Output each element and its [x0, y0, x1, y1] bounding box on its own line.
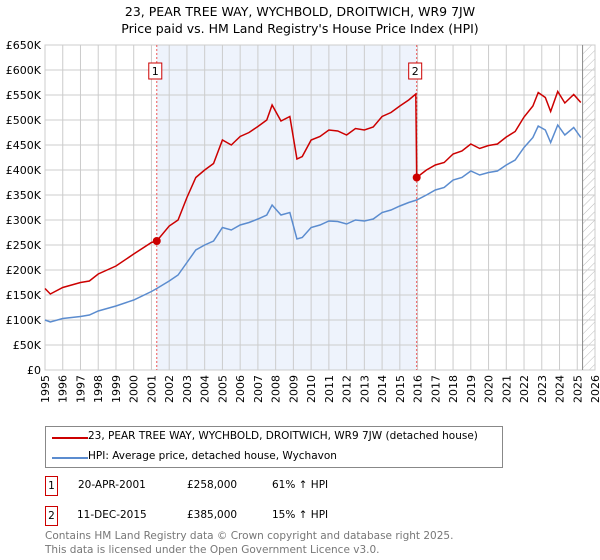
y-tick-label: £400K — [6, 164, 42, 177]
y-tick-label: £50K — [13, 339, 42, 352]
sale-price: £385,000 — [187, 509, 238, 521]
sale-date: 20-APR-2001 — [78, 479, 146, 491]
x-tick-label: 2010 — [305, 375, 318, 403]
sale-badge: 2 — [45, 506, 58, 526]
y-tick-label: £350K — [6, 189, 42, 202]
sale-label: 1 — [152, 65, 159, 78]
x-tick-label: 2015 — [394, 375, 407, 403]
x-tick-label: 1998 — [92, 375, 105, 403]
footer-licence: This data is licensed under the Open Gov… — [45, 544, 380, 556]
y-tick-label: £150K — [6, 289, 42, 302]
sale-point — [412, 173, 421, 182]
x-tick-label: 2011 — [323, 375, 336, 403]
sale-point — [152, 237, 161, 245]
plot-frame — [44, 44, 596, 371]
y-tick-label: £200K — [6, 264, 42, 277]
price-paid-line — [44, 89, 582, 295]
y-tick-label: £600K — [6, 64, 42, 77]
x-tick-label: 2020 — [483, 375, 496, 403]
sale-label-box — [148, 62, 163, 80]
footer-copyright: Contains HM Land Registry data © Crown c… — [45, 530, 454, 542]
sale-badge: 1 — [45, 476, 58, 496]
x-tick-label: 2014 — [376, 375, 389, 403]
y-tick-label: £250K — [6, 239, 42, 252]
x-tick-label: 2007 — [252, 375, 265, 403]
y-tick-label: £300K — [6, 214, 42, 227]
x-tick-label: 2016 — [412, 375, 425, 403]
x-tick-label: 2019 — [465, 375, 478, 403]
sale-label-box — [408, 62, 423, 80]
y-tick-label: £650K — [6, 39, 42, 52]
chart-title: 23, PEAR TREE WAY, WYCHBOLD, DROITWICH, … — [124, 4, 476, 19]
x-tick-label: 2005 — [216, 375, 229, 403]
x-tick-label: 2002 — [163, 375, 176, 403]
x-tick-label: 2018 — [447, 375, 460, 403]
x-tick-label: 1996 — [57, 375, 70, 403]
shaded-ownership-period — [156, 45, 417, 370]
legend: 23, PEAR TREE WAY, WYCHBOLD, DROITWICH, … — [45, 426, 503, 468]
x-tick-label: 2004 — [199, 375, 212, 403]
x-tick-label: 2017 — [429, 375, 442, 403]
x-tick-label: 2009 — [287, 375, 300, 403]
sale-hpi-note: 61% ↑ HPI — [272, 479, 329, 491]
legend-hpi: HPI: Average price, detached house, Wych… — [88, 450, 337, 462]
y-tick-label: £100K — [6, 314, 42, 327]
price-chart: 1995 1996 1997 1998 1999 2000 2001 2002 2003 2004… — [6, 39, 600, 403]
hatched-region — [582, 45, 595, 370]
x-tick-label: 2008 — [270, 375, 283, 403]
legend-red-line — [52, 437, 88, 439]
legend-blue-line — [52, 457, 88, 459]
sale-row-1: 1 20-APR-2001 £258,000 61% ↑ HPI — [45, 476, 445, 496]
hpi-line — [44, 123, 582, 323]
chart-subtitle: Price paid vs. HM Land Registry's House … — [121, 21, 479, 36]
x-tick-label: 2023 — [536, 375, 549, 403]
x-tick-label: 2006 — [234, 375, 247, 403]
sale-label: 2 — [412, 65, 419, 78]
x-tick-label: 2012 — [341, 375, 354, 403]
x-tick-label: 2026 — [589, 375, 600, 403]
x-tick-label: 2001 — [145, 375, 158, 403]
legend-property: 23, PEAR TREE WAY, WYCHBOLD, DROITWICH, … — [88, 430, 478, 442]
y-tick-label: £450K — [6, 139, 42, 152]
x-tick-label: 1997 — [74, 375, 87, 403]
sale-hpi-note: 15% ↑ HPI — [272, 509, 329, 521]
y-tick-label: £500K — [6, 114, 42, 127]
x-tick-label: 2003 — [181, 375, 194, 403]
x-tick-label: 2000 — [128, 375, 141, 403]
x-tick-label: 1995 — [39, 375, 52, 403]
y-tick-label: £0 — [27, 364, 41, 377]
y-tick-label: £550K — [6, 89, 42, 102]
x-tick-label: 2025 — [571, 375, 584, 403]
sale-row-2: 2 11-DEC-2015 £385,000 15% ↑ HPI — [45, 506, 445, 526]
x-tick-label: 2022 — [518, 375, 531, 403]
sale-price: £258,000 — [187, 479, 238, 491]
sale-date: 11-DEC-2015 — [77, 509, 147, 521]
x-tick-label: 2013 — [358, 375, 371, 403]
x-tick-label: 2021 — [500, 375, 513, 403]
x-tick-label: 1999 — [110, 375, 123, 403]
x-tick-label: 2024 — [554, 375, 567, 403]
